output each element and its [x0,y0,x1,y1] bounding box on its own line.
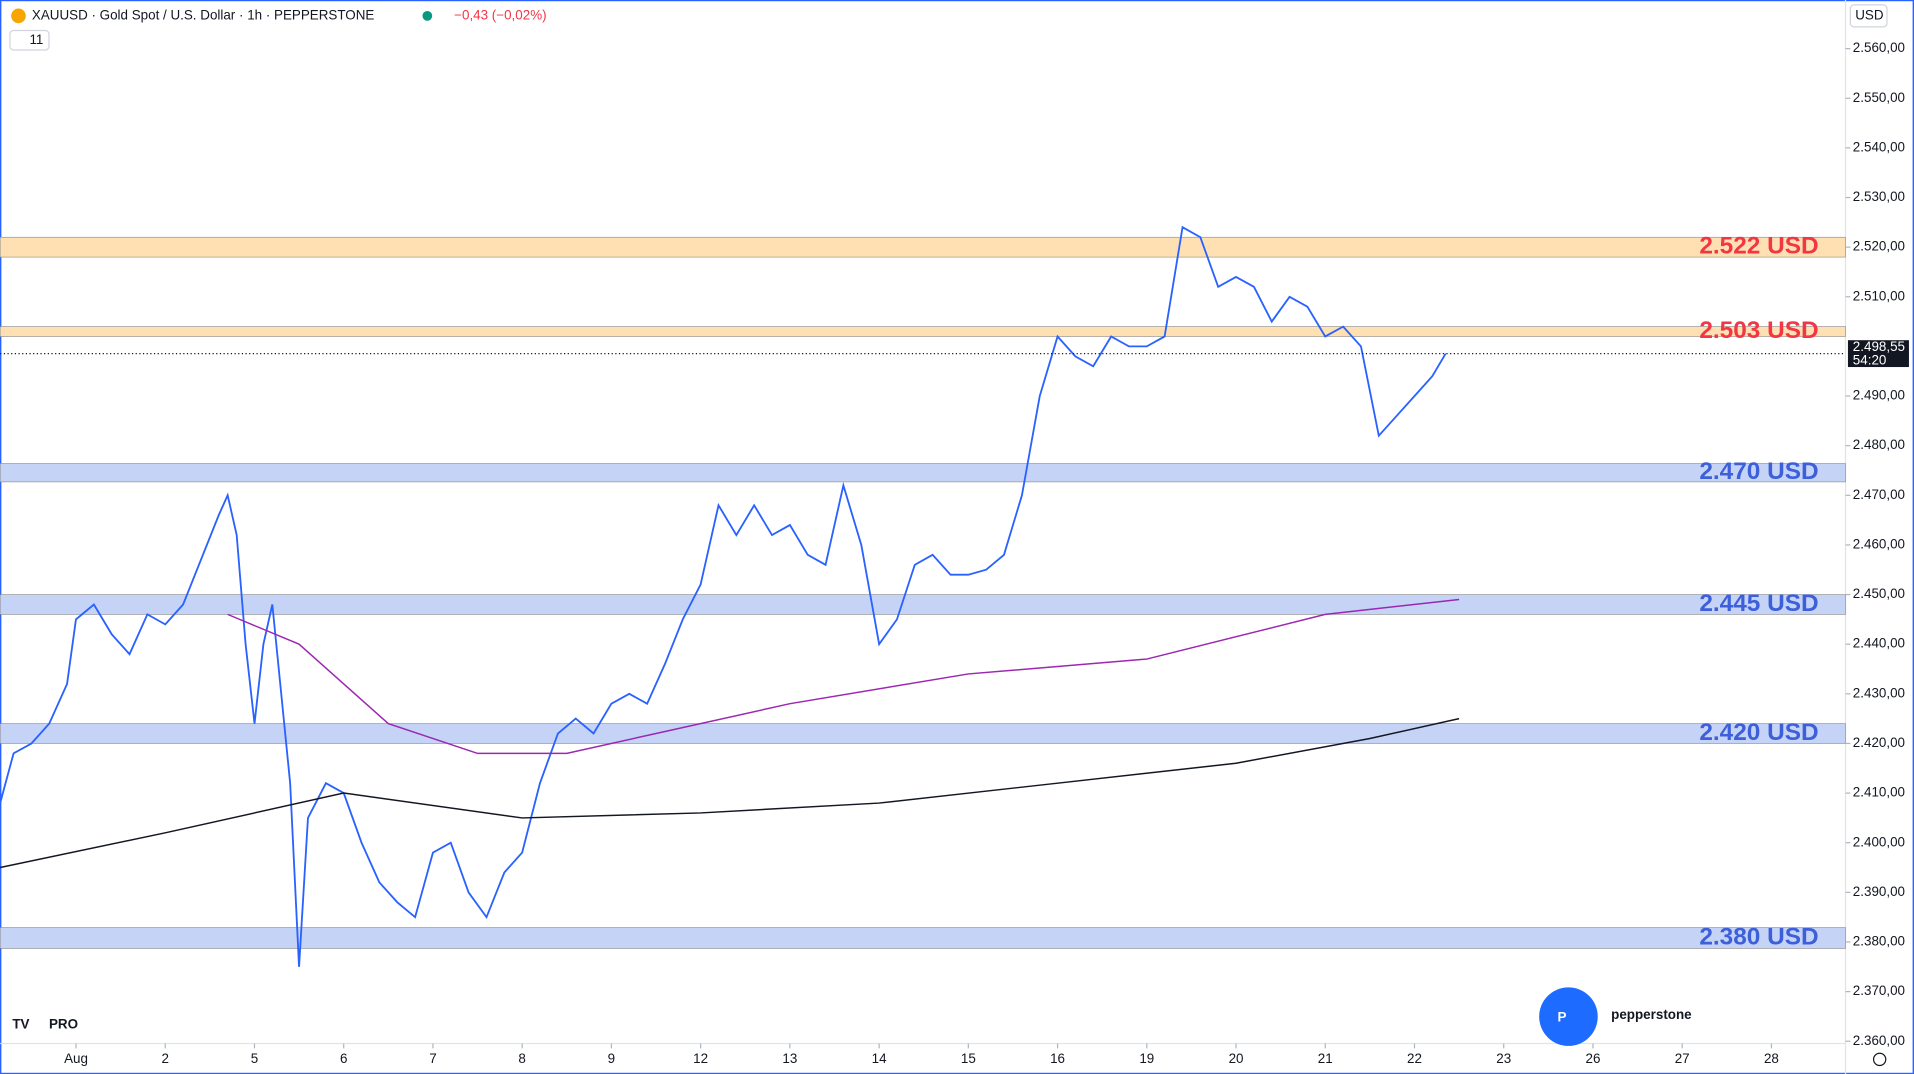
brand-logo-letter: P [1557,1009,1566,1024]
y-tick-label: 2.370,00 [1853,983,1905,998]
y-tick-label: 2.440,00 [1853,636,1905,651]
zone [0,927,1846,949]
x-tick-label: 6 [340,1051,347,1066]
x-tick-label: 21 [1318,1051,1333,1066]
x-tick-label: 12 [693,1051,708,1066]
zone-label: 2.522 USD [1699,233,1818,260]
settings-icon[interactable] [1872,1052,1887,1067]
y-tick-label: 2.400,00 [1853,834,1905,849]
y-tick-label: 2.460,00 [1853,536,1905,551]
x-tick-label: 5 [251,1051,258,1066]
y-tick-label: 2.430,00 [1853,685,1905,700]
x-tick-label: 20 [1229,1051,1244,1066]
x-tick-label: 19 [1139,1051,1154,1066]
last-price-label: 2.498,55 [1853,339,1905,354]
brand: pepperstone [1611,1007,1691,1022]
y-tick-label: 2.420,00 [1853,735,1905,750]
x-tick-label: 26 [1586,1051,1601,1066]
currency: USD [1855,7,1884,22]
x-tick-label: 27 [1675,1051,1690,1066]
y-tick-label: 2.450,00 [1853,586,1905,601]
y-tick-label: 2.520,00 [1853,239,1905,254]
countdown: 54:20 [1853,352,1887,367]
status-dot [422,10,433,21]
y-tick-label: 2.560,00 [1853,40,1905,55]
zone-label: 2.503 USD [1699,317,1818,344]
x-tick-label: 15 [961,1051,976,1066]
x-tick-label: 2 [162,1051,169,1066]
chart-title: XAUUSD · Gold Spot / U.S. Dollar · 1h · … [32,7,375,22]
x-tick-label: 13 [782,1051,797,1066]
x-tick-label: 8 [518,1051,525,1066]
y-tick-label: 2.390,00 [1853,884,1905,899]
zone-label: 2.380 USD [1699,923,1818,950]
y-tick-label: 2.530,00 [1853,189,1905,204]
y-tick-label: 2.510,00 [1853,288,1905,303]
x-tick-label: 7 [429,1051,436,1066]
tv-logo: TV [12,1017,29,1032]
x-tick-label: 14 [872,1051,887,1066]
x-tick-label: 16 [1050,1051,1065,1066]
y-tick-label: 2.380,00 [1853,934,1905,949]
price-change: −0,43 (−0,02%) [454,7,546,22]
y-tick-label: 2.550,00 [1853,90,1905,105]
x-tick-label: 22 [1407,1051,1422,1066]
y-tick-label: 2.480,00 [1853,437,1905,452]
last-price-box [1847,340,1909,368]
zone [0,463,1846,483]
x-tick-label: 9 [608,1051,615,1066]
indicator-toggle[interactable] [9,29,50,51]
zone-label: 2.470 USD [1699,458,1818,485]
zone-label: 2.445 USD [1699,590,1818,617]
zone [0,594,1846,615]
y-tick-label: 2.360,00 [1853,1033,1905,1048]
x-tick-label: 28 [1764,1051,1779,1066]
zone-label: 2.420 USD [1699,719,1818,746]
symbol-icon [11,8,26,24]
price-line [0,717,1460,869]
y-tick-label: 2.470,00 [1853,487,1905,502]
zone [0,236,1846,258]
zone [0,326,1846,337]
x-tick-label: 23 [1496,1051,1511,1066]
price-line [0,225,1447,967]
currency-button[interactable] [1849,4,1888,28]
brand-logo [1539,987,1598,1046]
y-tick-label: 2.490,00 [1853,388,1905,403]
y-tick-label: 2.410,00 [1853,785,1905,800]
tv-badge: PRO [49,1017,78,1032]
zone [0,723,1846,744]
y-tick-label: 2.540,00 [1853,139,1905,154]
price-line [227,598,1460,755]
x-tick-label: Aug [64,1051,88,1066]
indicator-count: 11 [29,32,43,47]
